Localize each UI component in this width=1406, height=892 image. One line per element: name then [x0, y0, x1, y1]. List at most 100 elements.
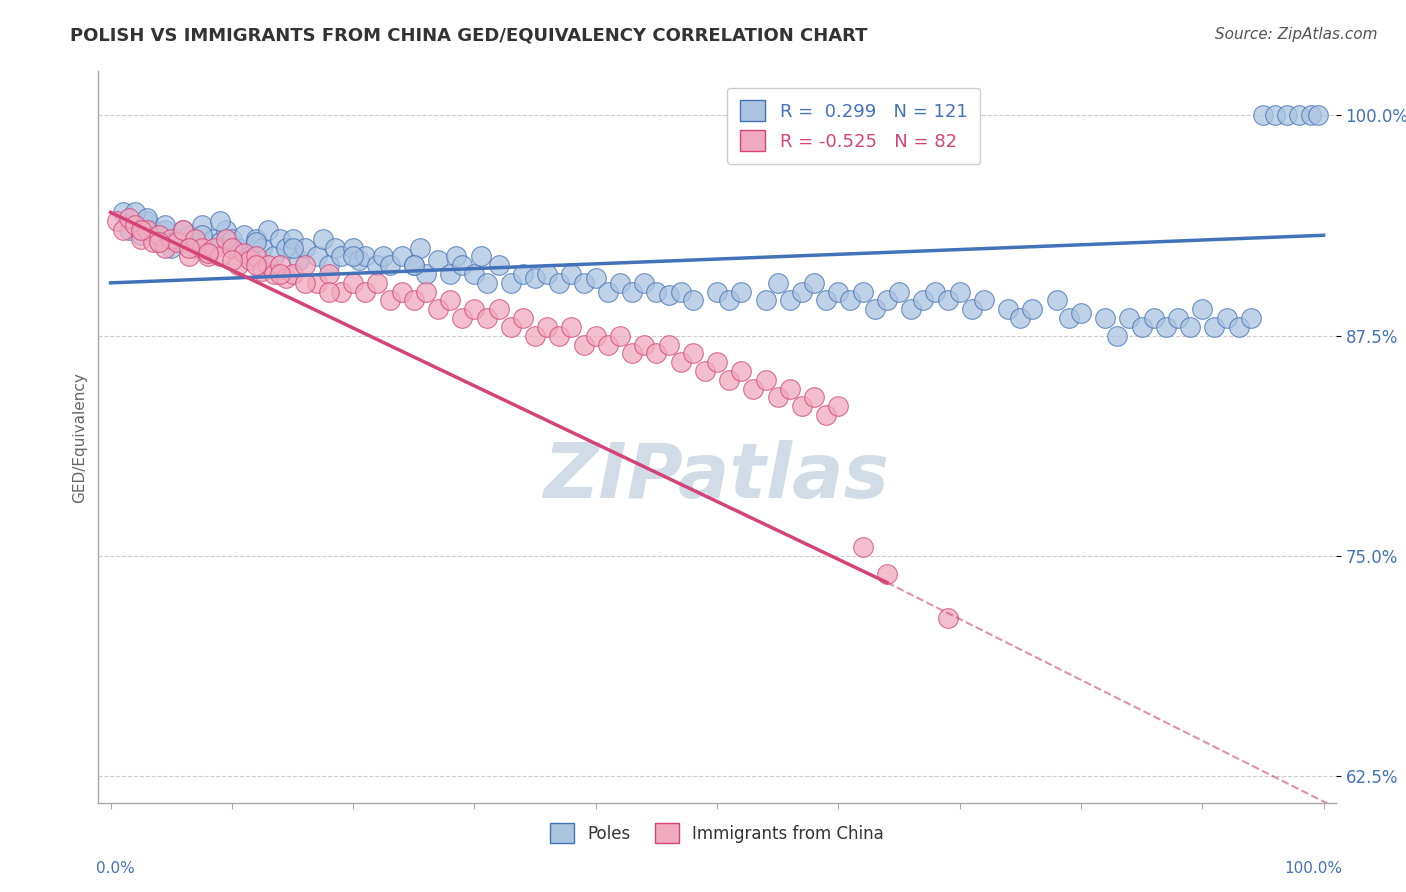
Point [499, 276, 522, 290]
Point [439, 267, 461, 281]
Point [1154, 320, 1177, 334]
Point [803, 391, 825, 405]
Point [250, 241, 273, 255]
Point [1306, 108, 1329, 122]
Point [239, 252, 262, 267]
Point [366, 258, 388, 272]
Point [876, 566, 898, 581]
Point [718, 373, 741, 387]
Point [766, 276, 789, 290]
Point [1275, 108, 1298, 122]
Point [269, 232, 291, 246]
Point [1070, 306, 1092, 320]
Point [803, 276, 825, 290]
Point [226, 258, 249, 272]
Point [245, 249, 267, 263]
Point [524, 328, 547, 343]
Point [1191, 302, 1213, 317]
Point [669, 285, 692, 299]
Point [415, 285, 437, 299]
Point [706, 285, 728, 299]
Point [153, 218, 176, 232]
Text: 0.0%: 0.0% [96, 861, 135, 876]
Point [129, 232, 152, 246]
Point [215, 232, 238, 246]
Point [281, 232, 304, 246]
Point [1301, 108, 1323, 122]
Point [766, 391, 789, 405]
Point [318, 267, 340, 281]
Point [682, 293, 704, 308]
Point [354, 249, 377, 263]
Point [960, 302, 983, 317]
Point [142, 223, 165, 237]
Point [1227, 320, 1250, 334]
Point [402, 293, 425, 308]
Point [548, 328, 571, 343]
Point [172, 223, 194, 237]
Text: ZIPatlas: ZIPatlas [544, 440, 890, 514]
Point [815, 293, 838, 308]
Point [166, 232, 188, 246]
Point [263, 249, 285, 263]
Point [997, 302, 1019, 317]
Point [118, 211, 141, 225]
Point [160, 232, 183, 246]
Point [827, 399, 849, 413]
Point [645, 285, 668, 299]
Point [276, 270, 298, 285]
Point [402, 258, 425, 272]
Point [148, 228, 170, 243]
Point [221, 252, 243, 267]
Point [281, 267, 304, 281]
Point [730, 285, 752, 299]
Point [153, 223, 176, 237]
Point [378, 293, 401, 308]
Point [936, 293, 959, 308]
Point [657, 288, 679, 302]
Point [887, 285, 910, 299]
Point [142, 235, 165, 250]
Point [197, 246, 219, 260]
Point [524, 270, 547, 285]
Point [136, 223, 159, 237]
Point [427, 302, 450, 317]
Point [790, 399, 813, 413]
Point [342, 241, 364, 255]
Point [973, 293, 995, 308]
Point [633, 276, 655, 290]
Y-axis label: GED/Equivalency: GED/Equivalency [72, 372, 87, 502]
Point [378, 258, 401, 272]
Point [148, 235, 170, 250]
Point [560, 320, 582, 334]
Point [373, 249, 395, 263]
Point [402, 258, 425, 272]
Point [330, 285, 353, 299]
Point [250, 263, 273, 277]
Point [669, 355, 692, 369]
Point [391, 249, 413, 263]
Point [475, 311, 498, 326]
Point [755, 373, 778, 387]
Point [439, 293, 461, 308]
Point [446, 249, 468, 263]
Point [184, 232, 207, 246]
Point [179, 241, 201, 255]
Point [179, 228, 201, 243]
Point [347, 252, 370, 267]
Point [470, 249, 492, 263]
Point [572, 337, 595, 351]
Point [245, 235, 267, 250]
Point [197, 249, 219, 263]
Point [202, 241, 225, 255]
Point [876, 293, 898, 308]
Point [233, 228, 256, 243]
Point [645, 346, 668, 360]
Point [779, 382, 801, 396]
Point [111, 205, 134, 219]
Point [1010, 311, 1032, 326]
Point [245, 232, 267, 246]
Point [305, 249, 328, 263]
Point [463, 302, 485, 317]
Point [451, 311, 474, 326]
